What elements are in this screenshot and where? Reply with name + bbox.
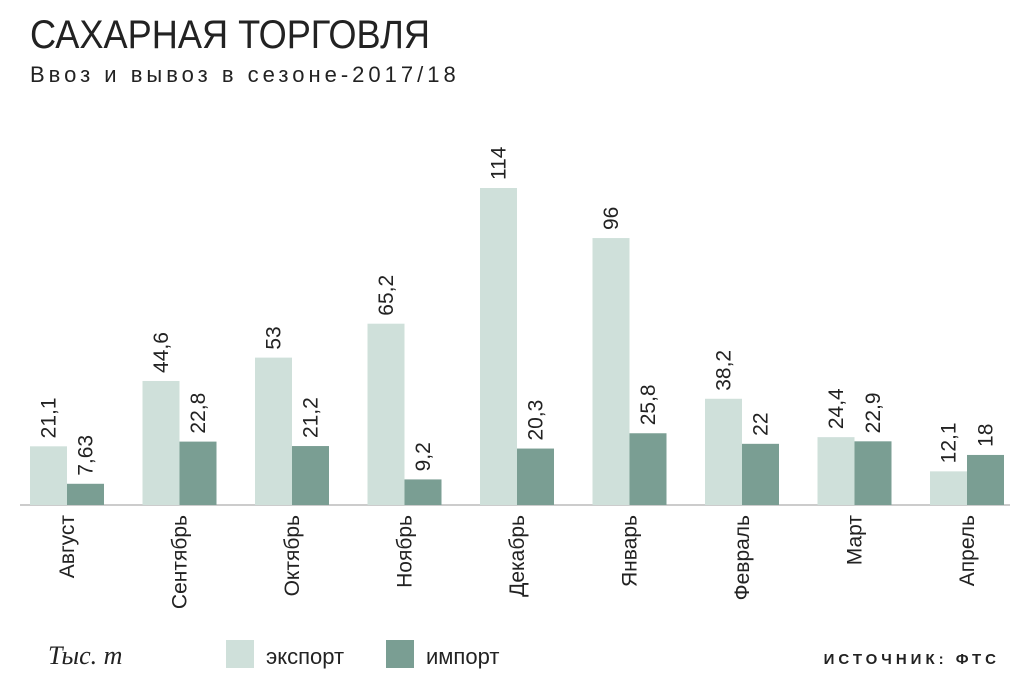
- value-label: 12,1: [938, 422, 961, 463]
- x-tick-label: Ноябрь: [394, 515, 417, 588]
- x-tick-label: Март: [844, 515, 867, 566]
- legend-swatch: [386, 640, 414, 668]
- legend-swatch: [226, 640, 254, 668]
- bar: [742, 443, 779, 505]
- source: ИСТОЧНИК: ФТС: [824, 651, 1000, 668]
- value-label: 65,2: [375, 275, 398, 316]
- bar: [967, 454, 1004, 505]
- bar: [255, 357, 292, 505]
- value-label: 20,3: [525, 400, 548, 441]
- value-label: 96: [600, 207, 623, 230]
- value-label: 22: [750, 412, 773, 435]
- bar: [817, 437, 855, 505]
- legend-label: импорт: [426, 644, 499, 669]
- value-label: 53: [263, 326, 286, 349]
- bar: [404, 479, 442, 505]
- bar: [367, 323, 405, 505]
- value-label: 44,6: [150, 332, 173, 373]
- bar: [705, 398, 742, 505]
- x-tick-label: Январь: [619, 515, 642, 587]
- x-tick-label: Апрель: [956, 515, 979, 586]
- value-label: 38,2: [713, 350, 736, 391]
- chart-title: САХАРНАЯ ТОРГОВЛЯ: [30, 13, 430, 57]
- value-label: 22,8: [187, 393, 210, 434]
- bar: [592, 238, 630, 506]
- bar: [292, 446, 329, 505]
- legend-label: экспорт: [266, 644, 344, 669]
- bar: [67, 483, 104, 505]
- value-label: 114: [488, 146, 511, 180]
- x-tick-label: Декабрь: [506, 515, 529, 597]
- value-label: 24,4: [825, 388, 848, 429]
- value-label: 9,2: [412, 442, 435, 471]
- bar: [142, 380, 180, 505]
- x-tick-label: Сентябрь: [169, 515, 192, 609]
- bar: [179, 441, 217, 505]
- unit-label: Тыс. т: [48, 641, 122, 670]
- x-tick-label: Август: [56, 515, 79, 579]
- bar: [629, 433, 667, 505]
- bar: [854, 441, 892, 505]
- value-label: 21,2: [300, 397, 323, 438]
- x-tick-label: Февраль: [731, 515, 754, 600]
- value-label: 7,63: [75, 435, 98, 476]
- x-tick-label: Октябрь: [281, 515, 304, 596]
- value-label: 18: [975, 424, 998, 447]
- value-label: 25,8: [637, 384, 660, 425]
- bar: [517, 448, 554, 505]
- bar: [480, 188, 517, 505]
- bar: [930, 471, 967, 505]
- value-label: 22,9: [862, 392, 885, 433]
- bar: [30, 446, 67, 505]
- value-label: 21,1: [38, 397, 61, 438]
- chart-subtitle: Ввоз и вывоз в сезоне-2017/18: [30, 62, 460, 87]
